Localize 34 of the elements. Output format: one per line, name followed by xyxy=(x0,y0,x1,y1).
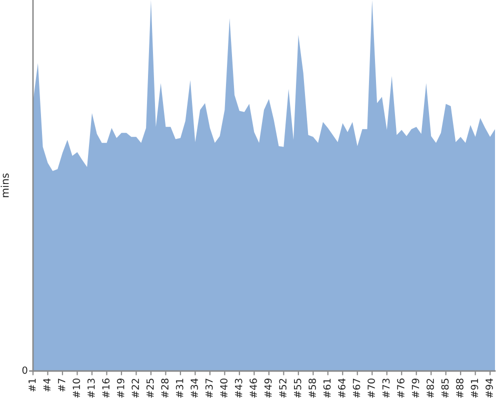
x-tick-label: #94 xyxy=(486,378,493,398)
x-tick-label: #10 xyxy=(72,378,80,398)
x-tick-label: #58 xyxy=(308,378,316,398)
x-tick-label: #55 xyxy=(294,378,302,398)
x-tick-label: #85 xyxy=(441,378,449,398)
x-tick-label: #7 xyxy=(58,378,66,392)
x-tick-label: #22 xyxy=(132,378,139,398)
x-tick-label: #88 xyxy=(456,378,464,398)
x-tick-label: #76 xyxy=(397,378,404,398)
x-tick-label: #46 xyxy=(250,378,257,398)
x-tick-label: #43 xyxy=(234,378,242,398)
x-tick-label: #67 xyxy=(352,378,360,398)
x-tick-label: #70 xyxy=(368,378,375,398)
x-tick-label: #28 xyxy=(161,378,169,398)
x-tick-label: #79 xyxy=(412,378,420,398)
x-tick-label: #4 xyxy=(43,378,50,392)
x-tick-label: #13 xyxy=(87,378,95,398)
text: 0 xyxy=(22,366,28,374)
x-tick-label: #37 xyxy=(205,378,213,398)
y-axis-title: mins xyxy=(0,173,9,198)
x-tick-label: #34 xyxy=(190,378,198,398)
x-tick-label: #82 xyxy=(426,378,434,398)
x-tick-label: #64 xyxy=(338,378,346,398)
x-tick-label: #25 xyxy=(146,378,154,398)
x-tick-label: #1 xyxy=(28,378,36,392)
x-tick-label: #52 xyxy=(279,378,286,398)
x-tick-label: #31 xyxy=(176,378,184,398)
x-tick-label: #40 xyxy=(220,378,228,398)
x-tick-label: #16 xyxy=(102,378,110,398)
x-tick-label: #73 xyxy=(382,378,390,398)
x-tick-label: #49 xyxy=(264,378,272,398)
x-tick-label: #91 xyxy=(470,378,478,398)
x-tick-label: #61 xyxy=(323,378,331,398)
x-tick-label: #19 xyxy=(116,378,124,398)
